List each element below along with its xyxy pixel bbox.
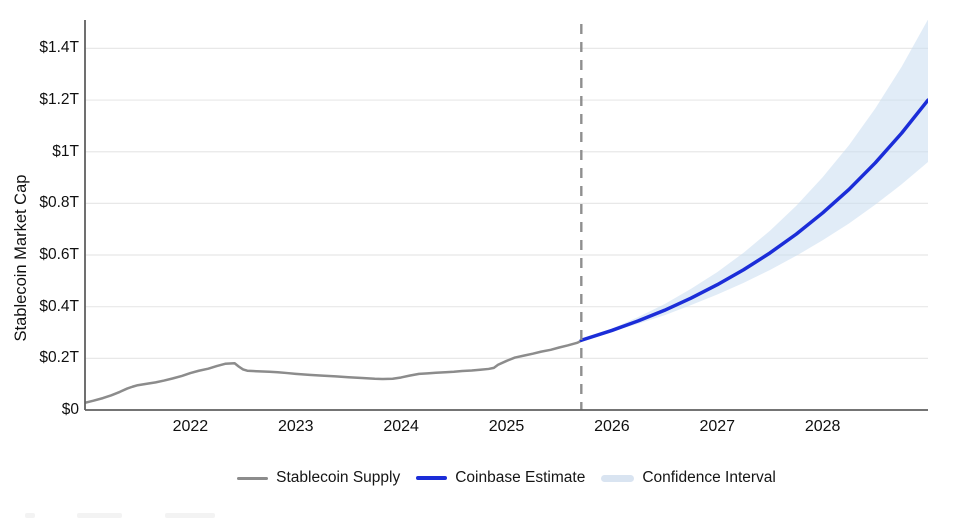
- cropped-caption-remnant: [165, 513, 215, 518]
- x-tick-label: 2026: [594, 418, 630, 435]
- confidence-band: [581, 20, 928, 341]
- y-tick-label: $0.2T: [39, 349, 79, 367]
- forecast-line: [579, 98, 928, 343]
- y-tick-label: $1.4T: [39, 39, 79, 57]
- legend-item: Coinbase Estimate: [416, 469, 585, 487]
- x-tick-label: 2023: [277, 418, 314, 435]
- legend-line-swatch-icon: [237, 476, 269, 480]
- legend-label: Coinbase Estimate: [455, 469, 586, 486]
- cropped-caption-remnant: [25, 513, 35, 518]
- legend-label: Confidence Interval: [642, 469, 776, 486]
- x-tick-label: 2024: [383, 418, 419, 435]
- legend-line-swatch-icon: [416, 476, 448, 480]
- legend: Stablecoin Supply Coinbase Estimate Confid…: [85, 464, 928, 492]
- y-tick-label: $0.8T: [39, 194, 79, 212]
- x-tick-label: 2022: [172, 418, 209, 435]
- y-tick-label: $0.6T: [39, 246, 79, 264]
- legend-item: Confidence Interval: [601, 469, 776, 487]
- historical-line: [85, 339, 583, 405]
- x-tick-label: 2028: [804, 418, 841, 435]
- x-tick-label: 2025: [488, 418, 525, 435]
- y-tick-label: $0: [61, 401, 79, 418]
- y-tick-label: $0.4T: [39, 297, 79, 315]
- y-tick-label: $1.2T: [39, 91, 79, 109]
- legend-band-swatch-icon: [601, 474, 635, 482]
- x-tick-label: 2027: [699, 418, 736, 435]
- y-tick-label: $1T: [52, 142, 79, 160]
- cropped-caption-remnant: [77, 513, 122, 518]
- legend-item: Stablecoin Supply: [237, 469, 400, 487]
- legend-label: Stablecoin Supply: [276, 469, 401, 486]
